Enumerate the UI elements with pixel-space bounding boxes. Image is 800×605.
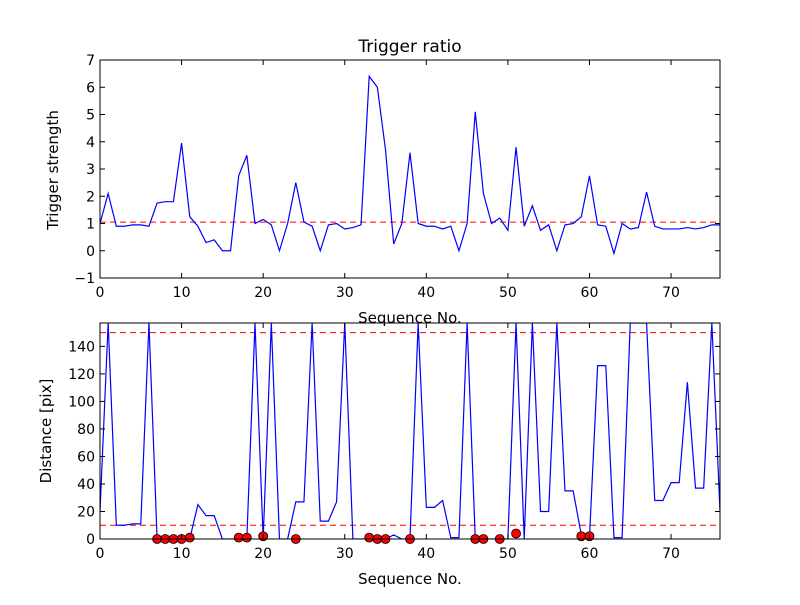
y-tick-label: 140 [68,339,95,355]
plot-marks [100,74,720,256]
x-tick-label: 30 [336,285,354,301]
x-tick-label: 50 [499,285,517,301]
data-point [364,532,375,543]
y-tick-label: 40 [77,477,95,493]
x-axis-label: Sequence No. [358,309,462,327]
x-tick-label: 20 [254,285,272,301]
distance-plot: Sequence No. Distance [pix] 0 10 20 30 40 50 6… [37,322,721,588]
y-tick-label: 60 [77,449,95,465]
plot-frame [99,59,721,279]
series-line-0 [100,74,720,256]
data-point [184,532,195,543]
x-tick-label: 10 [173,546,191,562]
x-tick-label: 70 [662,285,680,301]
x-axis-label: Sequence No. [358,570,462,588]
x-tick-label: 50 [499,546,517,562]
y-axis-label: Distance [pix] [37,379,55,484]
x-tick-label: 20 [254,546,272,562]
data-point [511,528,521,539]
y-tick-label: −1 [74,271,95,287]
y-tick-label: 0 [86,532,95,548]
y-tick-label: 5 [86,108,95,124]
y-tick-label: 4 [86,135,95,151]
trigger-strength-plot: Trigger ratio Sequence No. Trigger stren… [44,37,721,327]
y-tick-label: 7 [86,53,95,69]
y-tick-label: 120 [68,367,95,383]
plot-title: Trigger ratio [357,37,461,57]
axis-ticks: 0 10 20 30 40 50 60 70 0 20 40 60 80 100 120 140 [68,323,720,562]
x-tick-label: 40 [417,285,435,301]
x-tick-label: 0 [96,285,105,301]
y-tick-label: 3 [86,162,95,178]
x-tick-label: 60 [581,546,599,562]
y-tick-label: 100 [68,394,95,410]
x-tick-label: 10 [173,285,191,301]
x-tick-label: 70 [662,546,680,562]
y-tick-label: 0 [86,244,95,260]
y-tick-label: 1 [86,217,95,233]
data-point [241,532,252,543]
y-tick-label: 6 [86,80,95,96]
data-point [233,532,244,543]
y-tick-label: 20 [77,504,95,520]
x-tick-label: 60 [581,285,599,301]
x-tick-label: 30 [336,546,354,562]
y-tick-label: 80 [77,422,95,438]
y-tick-label: 2 [86,189,95,205]
series-line-0 [100,323,720,539]
x-tick-label: 40 [417,546,435,562]
y-axis-label: Trigger strength [44,110,62,231]
plot-frame [99,322,721,540]
x-tick-label: 0 [96,546,105,562]
